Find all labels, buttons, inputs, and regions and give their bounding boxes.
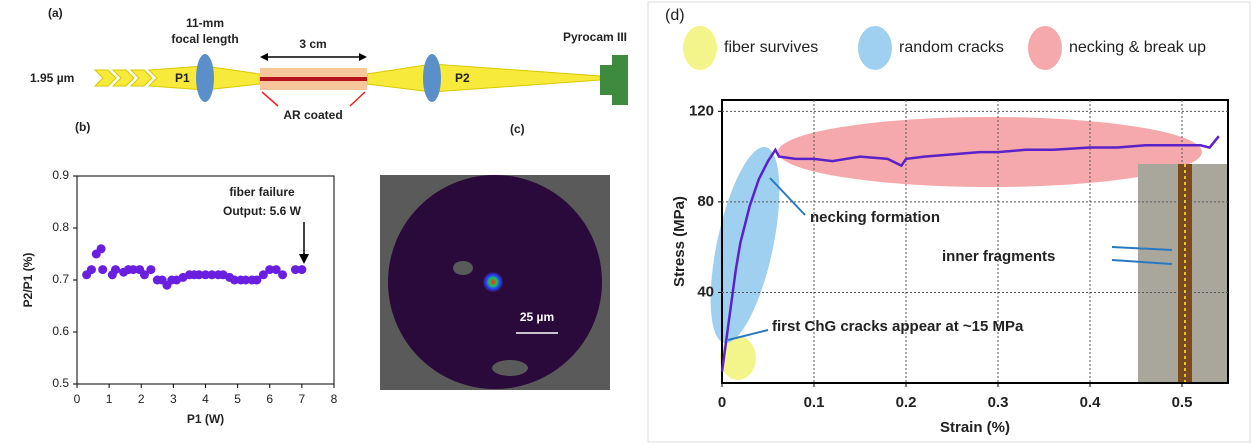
- lens-label: focal length: [171, 32, 238, 46]
- detector: [600, 65, 612, 95]
- artifact: [453, 261, 473, 275]
- x-tick-label: 0.1: [804, 394, 825, 411]
- x-tick-label: 2: [138, 392, 145, 406]
- beam: [367, 64, 600, 92]
- point: [111, 265, 120, 274]
- y-axis-title: Stress (MPa): [671, 196, 688, 287]
- x-axis-title: Strain (%): [940, 419, 1010, 436]
- y-tick-label: 120: [689, 102, 714, 119]
- y-tick-label: 40: [697, 283, 714, 300]
- p2-label: P2: [455, 71, 470, 85]
- x-tick-label: 8: [331, 392, 338, 406]
- legend-swatch: [683, 26, 717, 70]
- arrowhead: [260, 53, 268, 61]
- panel-label: (a): [48, 6, 63, 20]
- p1-label: P1: [175, 71, 190, 85]
- lens-label: 11-mm: [186, 16, 224, 30]
- annotation: fiber failure: [229, 185, 295, 199]
- arrowhead: [299, 254, 309, 264]
- y-tick-label: 80: [697, 193, 714, 210]
- point: [146, 265, 155, 274]
- x-tick-label: 0: [718, 394, 726, 411]
- beam: [95, 70, 116, 86]
- legend-label: necking & break up: [1069, 39, 1206, 56]
- x-tick-label: 3: [170, 392, 177, 406]
- x-tick-label: 4: [202, 392, 209, 406]
- detector-label: Pyrocam III: [563, 30, 627, 44]
- x-tick-label: 0.4: [1080, 394, 1102, 411]
- panel-label: (c): [510, 122, 525, 136]
- x-tick-label: 1: [106, 392, 113, 406]
- x-tick-label: 7: [299, 392, 306, 406]
- legend-swatch: [1028, 26, 1062, 70]
- setup-diagram: (a) 1.95 µm 11-mm focal length 3 cm P1 P…: [30, 6, 628, 122]
- annotation: necking formation: [810, 209, 940, 226]
- fiber-core: [260, 77, 367, 81]
- point: [87, 265, 96, 274]
- panel-label: (b): [75, 120, 90, 134]
- y-tick-label: 0.5: [52, 376, 69, 390]
- annotation: inner fragments: [942, 248, 1055, 265]
- y-tick-label: 0.6: [52, 324, 69, 338]
- legend-swatch: [858, 26, 892, 70]
- annotation: Output: 5.6 W: [223, 204, 302, 218]
- x-tick-label: 0: [74, 392, 81, 406]
- y-tick-label: 0.7: [52, 272, 69, 286]
- x-tick-label: 0.2: [896, 394, 917, 411]
- beam-spot: [483, 272, 503, 292]
- source-label: 1.95 µm: [30, 71, 74, 85]
- legend-label: random cracks: [899, 39, 1004, 56]
- detector: [612, 55, 628, 105]
- figure: (a) 1.95 µm 11-mm focal length 3 cm P1 P…: [0, 0, 1253, 445]
- length-label: 3 cm: [299, 37, 326, 51]
- artifact: [492, 360, 528, 376]
- pointer: [262, 92, 278, 106]
- pointer: [350, 92, 365, 106]
- x-tick-label: 5: [234, 392, 241, 406]
- y-axis-title: P2/P1 (%): [21, 253, 35, 308]
- scale-bar-label: 25 µm: [520, 310, 554, 324]
- y-tick-label: 0.9: [52, 168, 69, 182]
- lens: [196, 54, 214, 102]
- y-tick-label: 0.8: [52, 220, 69, 234]
- point: [297, 265, 306, 274]
- point: [98, 265, 107, 274]
- point: [97, 244, 106, 253]
- point: [278, 270, 287, 279]
- x-tick-label: 0.5: [1172, 394, 1193, 411]
- annotation: first ChG cracks appear at ~15 MPa: [772, 318, 1024, 335]
- arrowhead: [359, 53, 367, 61]
- legend-label: fiber survives: [724, 39, 818, 56]
- x-axis-title: P1 (W): [187, 412, 224, 426]
- beam-image: (c) 25 µm: [380, 122, 610, 390]
- lens: [423, 54, 441, 102]
- panel-label: (d): [665, 7, 685, 24]
- x-tick-label: 6: [266, 392, 273, 406]
- x-tick-label: 0.3: [988, 394, 1009, 411]
- coating-label: AR coated: [283, 108, 342, 122]
